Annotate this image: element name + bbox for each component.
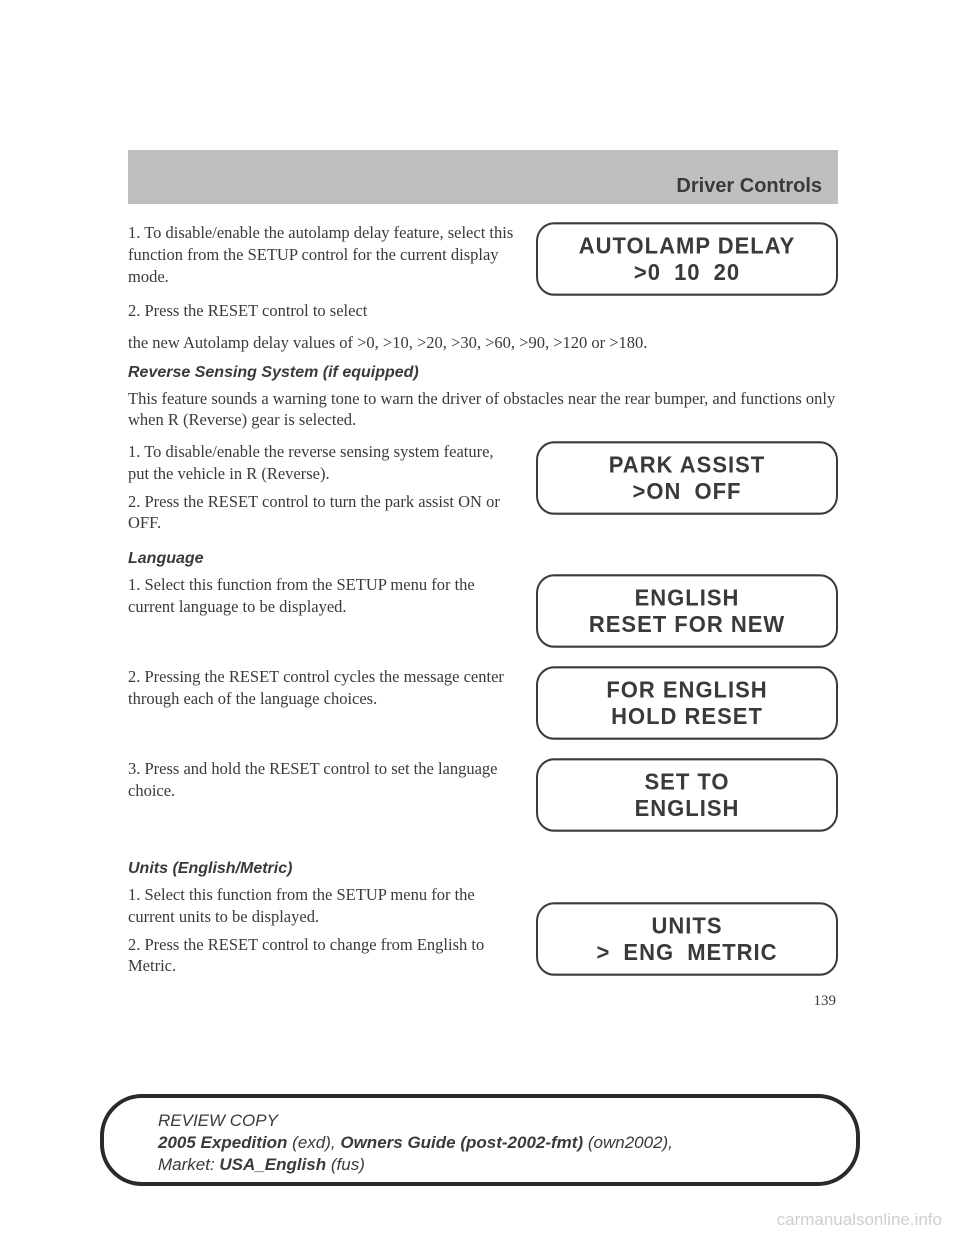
language-step2: 2. Pressing the RESET control cycles the… bbox=[128, 666, 518, 710]
units-step2: 2. Press the RESET control to change fro… bbox=[128, 934, 518, 978]
footer-line1: REVIEW COPY bbox=[158, 1110, 820, 1132]
display-autolamp: AUTOLAMP DELAY >0 10 20 bbox=[536, 222, 838, 296]
display-line2: HOLD RESET bbox=[611, 703, 763, 730]
display-set-to: SET TO ENGLISH bbox=[536, 758, 838, 832]
footer-code3: (fus) bbox=[331, 1155, 365, 1174]
language-step3: 3. Press and hold the RESET control to s… bbox=[128, 758, 518, 802]
footer-sep1: , bbox=[331, 1133, 340, 1152]
footer-code1: (exd) bbox=[292, 1133, 331, 1152]
page-content: 1. To disable/enable the autolamp delay … bbox=[128, 222, 838, 1010]
display-english: ENGLISH RESET FOR NEW bbox=[536, 574, 838, 648]
autolamp-step1: 1. To disable/enable the autolamp delay … bbox=[128, 222, 518, 287]
reverse-step2: 2. Press the RESET control to turn the p… bbox=[128, 491, 518, 535]
autolamp-step2b: the new Autolamp delay values of >0, >10… bbox=[128, 332, 838, 354]
display-for-english: FOR ENGLISH HOLD RESET bbox=[536, 666, 838, 740]
heading-reverse: Reverse Sensing System (if equipped) bbox=[128, 364, 838, 382]
display-line2: ENGLISH bbox=[635, 795, 740, 822]
footer-sep2: , bbox=[668, 1133, 673, 1152]
autolamp-step2a: 2. Press the RESET control to select bbox=[128, 300, 838, 322]
footer-line2: 2005 Expedition (exd), Owners Guide (pos… bbox=[158, 1132, 820, 1154]
display-line1: UNITS bbox=[652, 913, 723, 940]
reverse-intro: This feature sounds a warning tone to wa… bbox=[128, 388, 838, 432]
display-line1: FOR ENGLISH bbox=[606, 677, 767, 704]
footer-market-label: Market: bbox=[158, 1155, 219, 1174]
display-line1: PARK ASSIST bbox=[609, 452, 765, 479]
display-line2: > ENG METRIC bbox=[596, 939, 777, 966]
display-units: UNITS > ENG METRIC bbox=[536, 902, 838, 976]
section-title: Driver Controls bbox=[676, 175, 822, 198]
page-number: 139 bbox=[128, 993, 838, 1010]
section-header-bar: Driver Controls bbox=[128, 150, 838, 204]
display-line1: ENGLISH bbox=[635, 585, 740, 612]
display-line1: SET TO bbox=[644, 769, 729, 796]
footer-vehicle: 2005 Expedition bbox=[158, 1133, 292, 1152]
footer-market: USA_English bbox=[219, 1155, 330, 1174]
footer-box: REVIEW COPY 2005 Expedition (exd), Owner… bbox=[100, 1094, 860, 1186]
display-line2: >0 10 20 bbox=[634, 259, 740, 286]
reverse-step1: 1. To disable/enable the reverse sensing… bbox=[128, 441, 518, 485]
display-line1: AUTOLAMP DELAY bbox=[579, 232, 796, 259]
language-step1: 1. Select this function from the SETUP m… bbox=[128, 574, 518, 618]
display-line2: >ON OFF bbox=[633, 478, 742, 505]
heading-units: Units (English/Metric) bbox=[128, 860, 838, 878]
watermark: carmanualsonline.info bbox=[777, 1210, 942, 1230]
footer-guide: Owners Guide (post-2002-fmt) bbox=[340, 1133, 587, 1152]
footer-code2: (own2002) bbox=[588, 1133, 668, 1152]
heading-language: Language bbox=[128, 550, 838, 568]
display-line2: RESET FOR NEW bbox=[589, 611, 785, 638]
footer-line3: Market: USA_English (fus) bbox=[158, 1154, 820, 1176]
units-step1: 1. Select this function from the SETUP m… bbox=[128, 884, 518, 928]
display-park-assist: PARK ASSIST >ON OFF bbox=[536, 441, 838, 515]
